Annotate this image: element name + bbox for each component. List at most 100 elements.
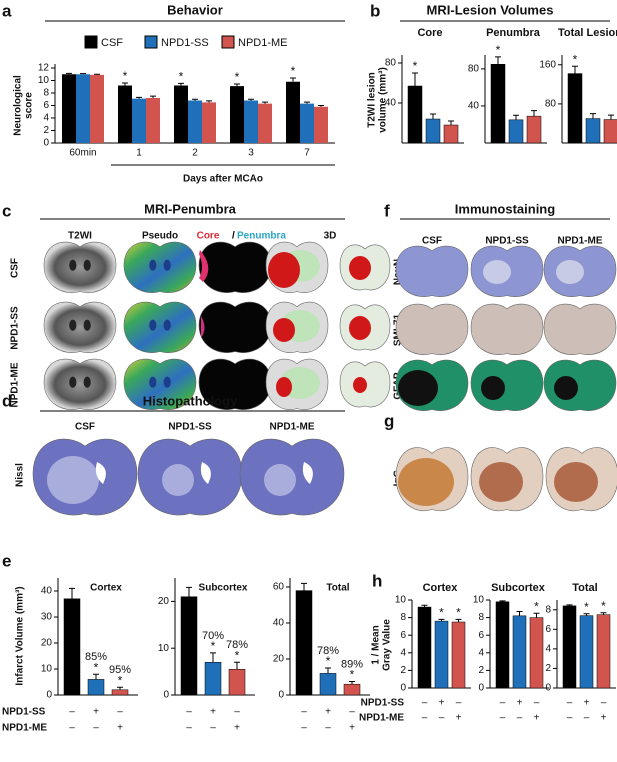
- bar: [204, 661, 222, 696]
- ventricle: [149, 376, 157, 388]
- bar: [567, 73, 583, 144]
- panel-letter: d: [2, 391, 12, 410]
- brain-image: [43, 358, 117, 410]
- significance-marker: *: [601, 599, 606, 613]
- y-tick-label: 160: [539, 59, 556, 70]
- subchart-title: Core: [417, 27, 442, 39]
- legend-swatch: [221, 35, 235, 49]
- condition-sign: +: [517, 698, 523, 709]
- y-tick-label: 6: [400, 630, 406, 641]
- y-tick-label: 0: [163, 690, 169, 701]
- y-tick-label: 10: [158, 643, 170, 654]
- error-bar: [234, 661, 240, 670]
- brain-image: [395, 303, 469, 355]
- error-bar: [412, 72, 418, 86]
- condition-label: NPD1-ME: [2, 723, 47, 734]
- error-bar: [117, 686, 123, 690]
- y-tick-label: 0: [46, 690, 52, 701]
- condition-sign: +: [234, 723, 240, 734]
- y-tick-label: 2: [43, 125, 49, 136]
- panel-letter: f: [384, 201, 390, 220]
- condition-sign: –: [186, 707, 192, 718]
- bar: [111, 689, 129, 696]
- row-label: CSF: [10, 258, 21, 278]
- percent-annotation: 95%: [109, 664, 131, 676]
- bar: [76, 74, 90, 143]
- significance-marker: *: [413, 59, 418, 73]
- ventricle: [163, 376, 171, 388]
- brain-image: [198, 301, 272, 353]
- significance-marker: *: [211, 639, 216, 653]
- lesion-region: [554, 376, 578, 400]
- bar: [87, 679, 105, 696]
- panel-letter: a: [2, 1, 12, 20]
- bar: [228, 669, 246, 696]
- subchart-title: Subcortex: [199, 583, 248, 594]
- significance-marker: *: [123, 69, 128, 83]
- brain-image: [470, 303, 544, 355]
- bar: [62, 74, 76, 143]
- infarct-region: [47, 456, 99, 504]
- error-bar: [93, 673, 99, 680]
- bar: [490, 64, 506, 144]
- condition-sign: –: [186, 723, 192, 734]
- error-bar: [430, 113, 436, 119]
- error-bar: [600, 612, 607, 615]
- y-tick-label: 8: [545, 604, 551, 615]
- brain-image: [123, 301, 197, 353]
- y-tick-label: 30: [41, 612, 53, 623]
- overlay-label: Penumbra: [237, 231, 286, 242]
- condition-sign: –: [301, 723, 307, 734]
- y-tick-label: 0: [478, 683, 484, 694]
- column-label: NPD1-ME: [269, 422, 314, 433]
- y-tick-label: 8: [400, 612, 406, 623]
- row-label: Nissl: [15, 463, 26, 487]
- error-bar: [150, 95, 156, 98]
- ventricle: [95, 462, 106, 484]
- subchart-title: Subcortex: [491, 582, 546, 594]
- brain-image: [198, 358, 272, 410]
- percent-annotation: 78%: [317, 645, 339, 657]
- error-bar: [590, 113, 596, 119]
- y-tick-label: 2: [478, 665, 484, 676]
- bar: [562, 605, 577, 689]
- condition-label: NPD1-SS: [2, 707, 46, 718]
- condition-sign: –: [517, 713, 523, 724]
- lesion-region: [398, 370, 438, 406]
- column-label: NPD1-SS: [168, 422, 212, 433]
- percent-annotation: 78%: [226, 639, 248, 651]
- y-tick-label: 0: [43, 138, 49, 149]
- legend-label: NPD1-SS: [161, 37, 209, 49]
- bar: [343, 683, 361, 696]
- ventricle: [83, 376, 91, 388]
- core-3d: [268, 252, 300, 288]
- error-bar: [66, 72, 72, 75]
- error-bar: [421, 604, 428, 608]
- error-bar: [80, 73, 86, 75]
- error-bar: [290, 77, 296, 82]
- condition-sign: –: [234, 707, 240, 718]
- condition-sign: –: [567, 698, 573, 709]
- lesion-region: [483, 260, 511, 284]
- error-bar: [583, 613, 590, 616]
- bar: [244, 100, 258, 143]
- y-tick-label: 8: [43, 88, 49, 99]
- error-bar: [566, 604, 573, 606]
- y-tick-label: 40: [41, 586, 53, 597]
- y-tick-label: 4: [545, 644, 551, 655]
- column-label: CSF: [75, 422, 95, 433]
- condition-sign: –: [500, 698, 506, 709]
- y-tick-label: 20: [158, 596, 170, 607]
- error-bar: [495, 56, 501, 65]
- x-tick-label: 7: [304, 148, 310, 159]
- core-3d: [349, 256, 371, 280]
- column-label: Pseudo: [142, 231, 178, 242]
- bar: [295, 590, 313, 696]
- core-region: [199, 250, 209, 282]
- bar: [300, 103, 314, 143]
- y-tick-label: 6: [43, 100, 49, 111]
- bar: [596, 614, 611, 689]
- y-tick-label: 40: [273, 618, 285, 629]
- bar: [425, 118, 441, 144]
- panel-title: Immunostaining: [455, 201, 555, 216]
